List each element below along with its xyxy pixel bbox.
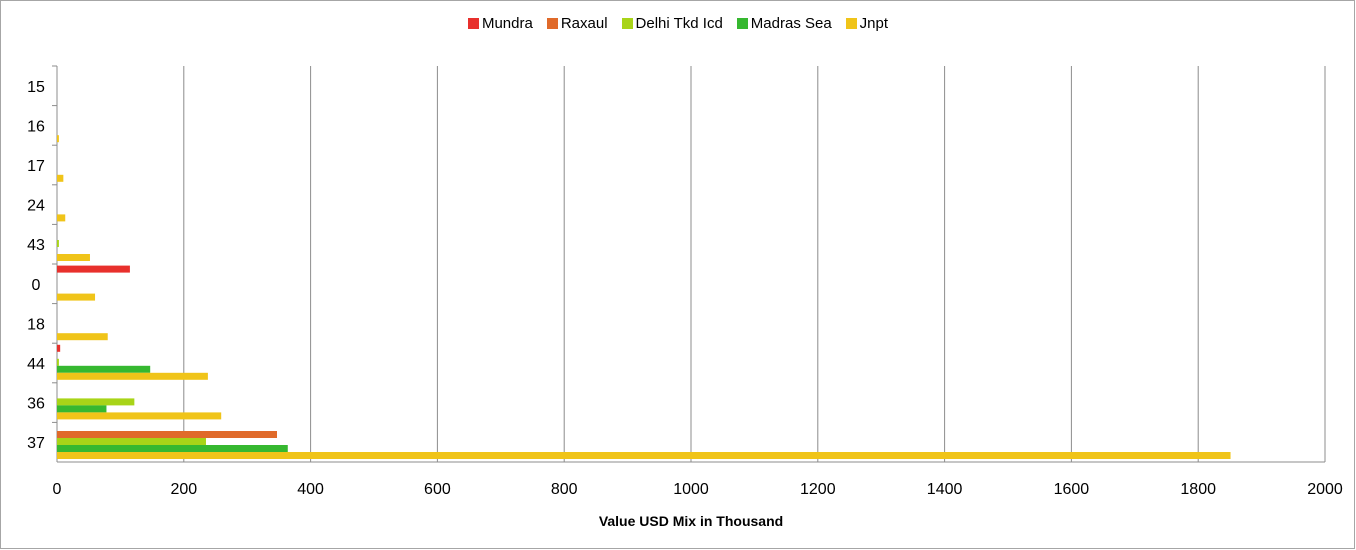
legend-item: Madras Sea	[736, 15, 832, 32]
legend-swatch	[546, 18, 558, 29]
bar-jnpt	[57, 174, 64, 182]
y-tick-label: 44	[27, 356, 45, 373]
y-tick-label: 43	[27, 237, 45, 254]
bar-delhi-tkd-icd	[57, 438, 206, 445]
bar-mundra	[57, 265, 130, 273]
x-tick-label: 1400	[927, 481, 963, 498]
legend-swatch	[845, 18, 857, 29]
y-tick-label: 17	[27, 158, 45, 175]
y-tick-label: 36	[27, 396, 45, 413]
bar-jnpt	[57, 214, 66, 222]
y-tick-label: 15	[27, 79, 45, 96]
legend-label: Mundra	[481, 15, 533, 32]
x-tick-label: 0	[53, 481, 62, 498]
bar-delhi-tkd-icd	[57, 398, 135, 406]
y-tick-label: 16	[27, 118, 45, 135]
bar-jnpt	[57, 412, 222, 420]
legend-swatch	[467, 18, 479, 29]
x-tick-label: 1000	[673, 481, 709, 498]
bar-madras-sea	[57, 445, 288, 452]
bar-jnpt	[57, 254, 90, 261]
x-axis-title: Value USD Mix in Thousand	[599, 513, 783, 529]
x-tick-label: 1800	[1180, 481, 1216, 498]
bar-delhi-tkd-icd	[57, 240, 59, 247]
bar-raxaul	[57, 431, 277, 438]
legend-item: Mundra	[467, 15, 533, 32]
bar-madras-sea	[57, 365, 151, 373]
bar-jnpt	[57, 372, 208, 380]
bar-delhi-tkd-icd	[57, 358, 59, 366]
x-tick-label: 1600	[1054, 481, 1090, 498]
legend-swatch	[736, 18, 748, 29]
legend-label: Delhi Tkd Icd	[635, 15, 723, 32]
y-tick-label: 24	[27, 198, 45, 215]
x-tick-label: 2000	[1307, 481, 1343, 498]
y-tick-label: 0	[32, 277, 41, 294]
y-tick-label: 18	[27, 316, 45, 333]
legend-item: Raxaul	[546, 15, 608, 32]
legend-label: Madras Sea	[750, 15, 832, 32]
legend-label: Jnpt	[859, 15, 889, 32]
x-tick-label: 1200	[800, 481, 836, 498]
bar-jnpt	[57, 452, 1231, 459]
x-tick-label: 800	[551, 481, 578, 498]
bar-jnpt	[57, 293, 96, 301]
bar-jnpt	[57, 135, 59, 143]
legend-item: Jnpt	[845, 15, 889, 32]
x-tick-label: 600	[424, 481, 451, 498]
bar-mundra	[57, 344, 61, 352]
chart-legend: Mundra Raxaul Delhi Tkd Icd Madras Sea Jnpt	[0, 15, 1356, 32]
legend-item: Delhi Tkd Icd	[621, 15, 723, 32]
legend-swatch	[621, 18, 633, 29]
x-tick-label: 400	[297, 481, 324, 498]
legend-label: Raxaul	[560, 15, 608, 32]
y-tick-label: 37	[27, 435, 45, 452]
x-tick-label: 200	[170, 481, 197, 498]
bar-jnpt	[57, 333, 108, 341]
bar-madras-sea	[57, 405, 107, 413]
